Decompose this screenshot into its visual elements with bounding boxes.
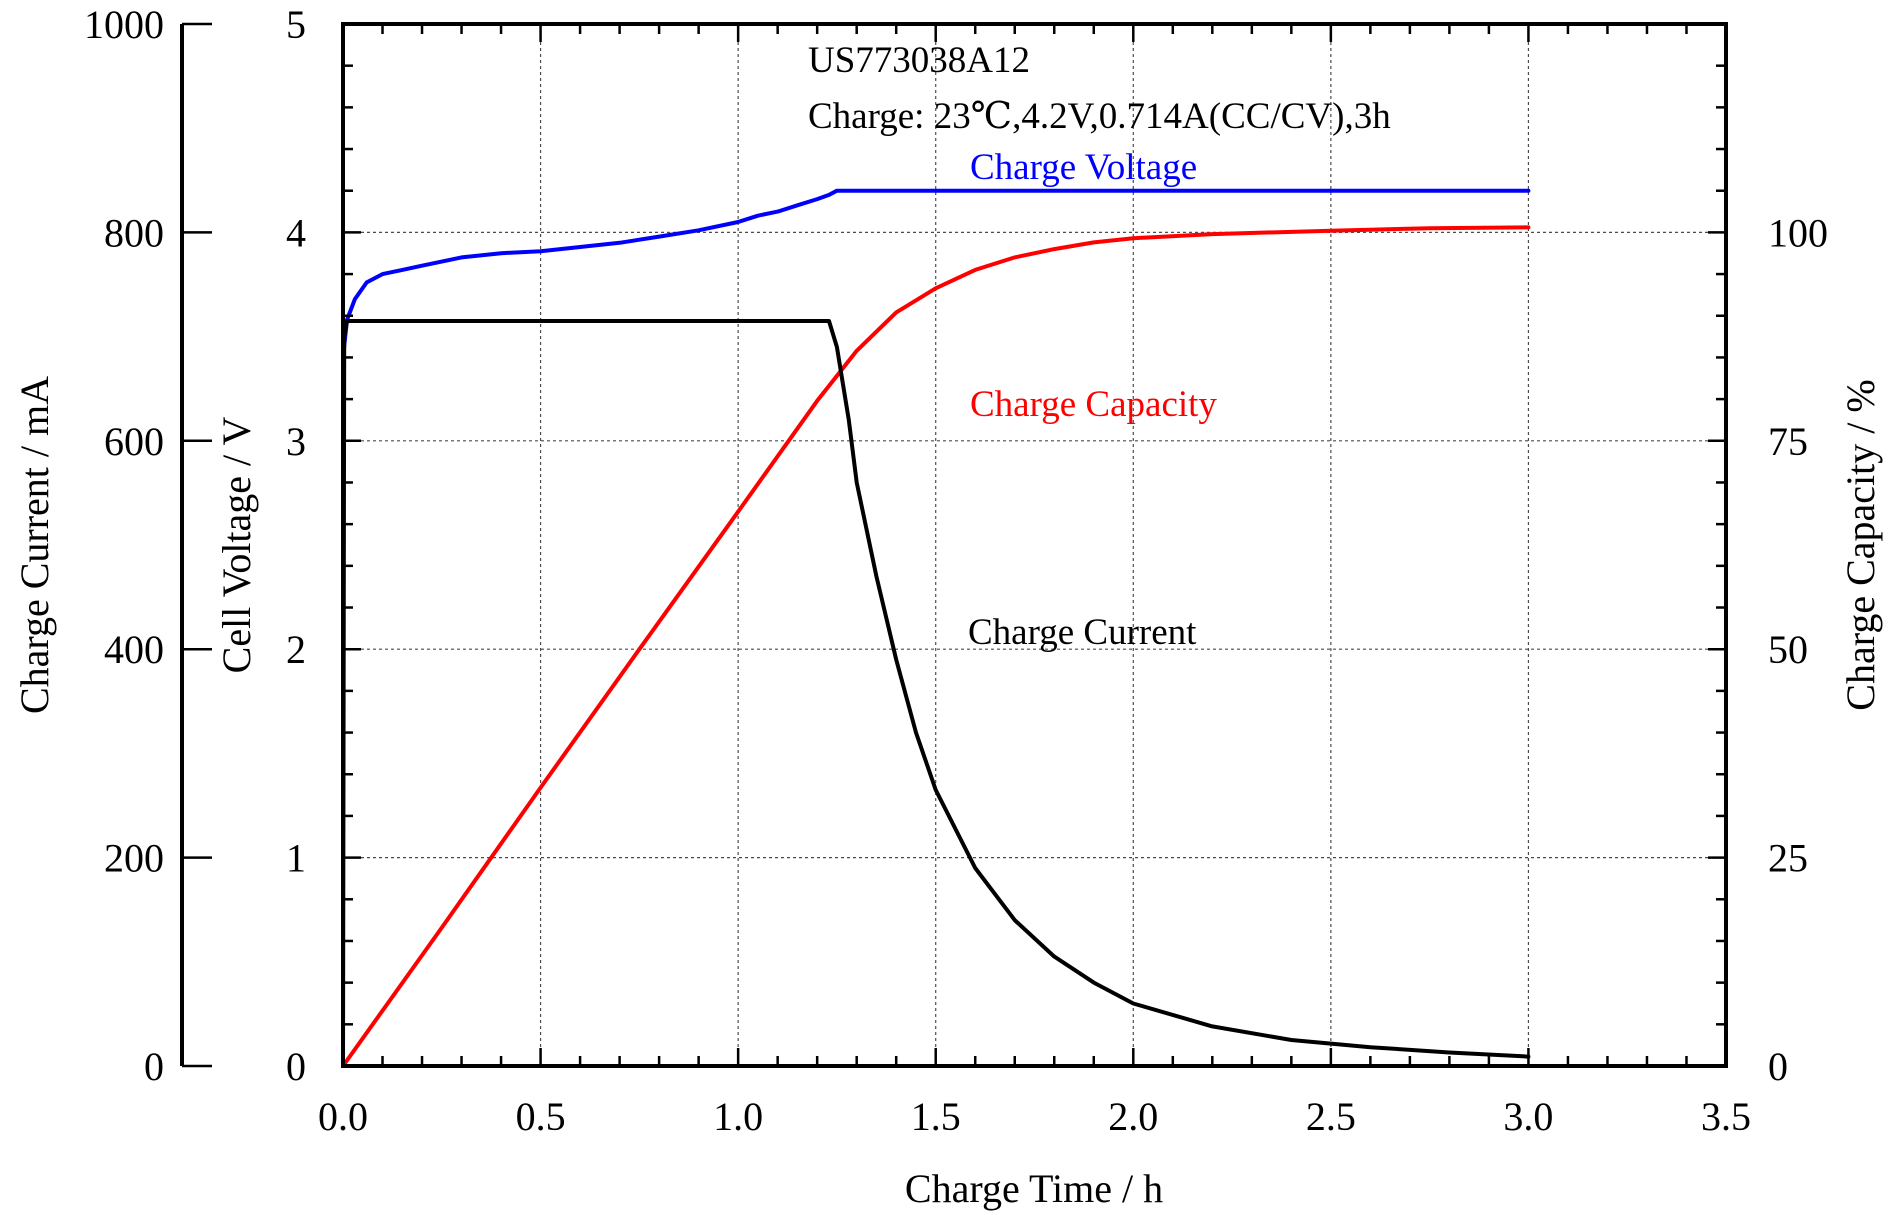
x-tick-label: 2.5: [1306, 1094, 1356, 1139]
x-tick-label: 0.0: [318, 1094, 368, 1139]
voltage-axis-title: Cell Voltage / V: [214, 417, 259, 674]
tick-labels: 0.0 0.5 1.0 1.5 2.0 2.5 3.0 3.50123450200400600…: [84, 2, 1828, 1139]
capacity-tick-label: 0: [1768, 1044, 1788, 1089]
series-layer: [341, 188, 1531, 1068]
current-tick-label: 0: [144, 1044, 164, 1089]
series-charge-capacity: [341, 225, 1531, 1068]
capacity-tick-label: 50: [1768, 627, 1808, 672]
voltage-tick-label: 2: [286, 627, 306, 672]
x-tick-label: 0.5: [516, 1094, 566, 1139]
annotation-conditions: Charge: 23℃,4.2V,0.714A(CC/CV),3h: [808, 96, 1391, 137]
capacity-axis-title: Charge Capacity / %: [1838, 379, 1883, 710]
x-axis-title: Charge Time / h: [905, 1166, 1163, 1211]
legend-label-current: Charge Current: [968, 612, 1197, 653]
current-tick-label: 200: [104, 836, 164, 881]
voltage-tick-label: 0: [286, 1044, 306, 1089]
current-tick-label: 800: [104, 210, 164, 255]
x-tick-label: 1.5: [911, 1094, 961, 1139]
voltage-tick-label: 4: [286, 210, 306, 255]
capacity-tick-label: 100: [1768, 210, 1828, 255]
axis-ticks: [182, 22, 1726, 1068]
capacity-tick-label: 75: [1768, 419, 1808, 464]
current-axis-title: Charge Current / mA: [12, 376, 57, 714]
x-tick-label: 2.0: [1108, 1094, 1158, 1139]
series-charge-voltage: [341, 188, 1531, 360]
grid-lines: [343, 24, 1726, 1066]
capacity-tick-label: 25: [1768, 836, 1808, 881]
x-tick-label: 3.0: [1503, 1094, 1553, 1139]
x-tick-label: 3.5: [1701, 1094, 1751, 1139]
x-tick-label: 1.0: [713, 1094, 763, 1139]
current-tick-label: 1000: [84, 2, 164, 47]
current-tick-label: 600: [104, 419, 164, 464]
current-tick-label: 400: [104, 627, 164, 672]
plot-frame: [341, 22, 1728, 1068]
voltage-tick-label: 3: [286, 419, 306, 464]
annotation-model: US773038A12: [808, 40, 1030, 81]
series-charge-current: [341, 319, 1531, 1068]
voltage-tick-label: 5: [286, 2, 306, 47]
legend-label-voltage: Charge Voltage: [970, 147, 1197, 188]
voltage-tick-label: 1: [286, 836, 306, 881]
legend-label-capacity: Charge Capacity: [970, 384, 1217, 425]
